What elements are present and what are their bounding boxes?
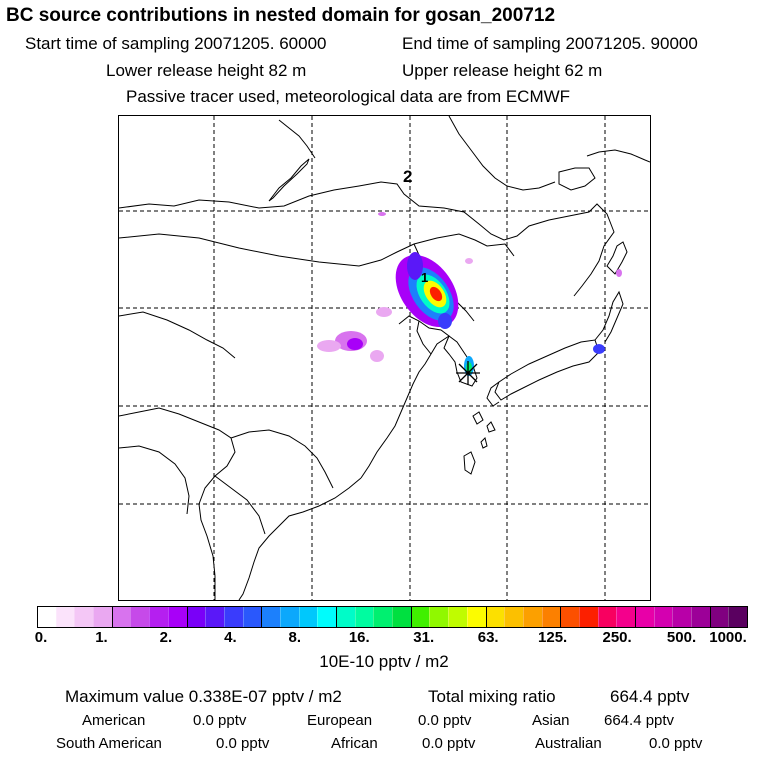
region-value: 0.0 pptv xyxy=(649,735,703,752)
colorbar-tick-label: 500. xyxy=(666,629,697,646)
total-mixing-label: Total mixing ratio xyxy=(428,687,556,706)
colorbar-cell xyxy=(728,607,748,627)
map-canvas: 2 1 xyxy=(119,116,650,600)
region-name: Australian xyxy=(535,735,602,752)
start-time: Start time of sampling 20071205. 60000 xyxy=(25,34,327,53)
colorbar-cell xyxy=(167,607,187,627)
colorbar-cell xyxy=(38,607,56,627)
colorbar-cell xyxy=(578,607,598,627)
maximum-value: Maximum value 0.338E-07 pptv / m2 xyxy=(65,687,342,706)
colorbar-units: 10E-10 pptv / m2 xyxy=(319,652,449,671)
colorbar-cell xyxy=(298,607,318,627)
colorbar-cell xyxy=(635,607,654,627)
colorbar-cell xyxy=(448,607,467,627)
colorbar-cell xyxy=(130,607,150,627)
region-name: African xyxy=(331,735,378,752)
colorbar-cell xyxy=(373,607,393,627)
region-name: Asian xyxy=(532,712,570,729)
region-value: 664.4 pptv xyxy=(604,712,675,729)
plume-contours xyxy=(317,212,622,376)
colorbar-cell xyxy=(223,607,243,627)
colorbar-cell xyxy=(242,607,262,627)
colorbar-tick-label: 4. xyxy=(224,629,237,646)
colorbar-cell xyxy=(522,607,542,627)
colorbar-tick-label: 1. xyxy=(95,629,108,646)
colorbar-tick-label: 31. xyxy=(413,629,435,646)
colorbar-cell xyxy=(55,607,75,627)
colorbar-tick-label: 0. xyxy=(34,629,48,646)
colorbar-cell xyxy=(485,607,505,627)
colorbar-cell xyxy=(709,607,729,627)
map-panel: 2 1 xyxy=(118,115,651,601)
colorbar-cell xyxy=(186,607,206,627)
colorbar-cell xyxy=(74,607,94,627)
colorbar-cell xyxy=(279,607,299,627)
colorbar-cell xyxy=(466,607,486,627)
colorbar xyxy=(37,606,748,628)
tracer-note: Passive tracer used, meteorological data… xyxy=(126,87,571,106)
colorbar-cell xyxy=(149,607,168,627)
receptor-star-icon xyxy=(456,361,480,385)
colorbar-cell xyxy=(653,607,673,627)
colorbar-cell xyxy=(336,607,355,627)
map-grid xyxy=(119,116,650,600)
region-value: 0.0 pptv xyxy=(422,735,476,752)
colorbar-cell xyxy=(560,607,579,627)
region-name: American xyxy=(82,712,146,729)
map-label-2: 2 xyxy=(403,167,412,186)
colorbar-cell xyxy=(410,607,430,627)
map-label-1: 1 xyxy=(421,270,428,285)
colorbar-cell xyxy=(616,607,635,627)
colorbar-cell xyxy=(392,607,411,627)
colorbar-cell xyxy=(93,607,112,627)
upper-release-height: Upper release height 62 m xyxy=(402,61,603,80)
colorbar-tick-label: 8. xyxy=(288,629,302,646)
coastlines xyxy=(119,116,650,600)
colorbar-cell xyxy=(541,607,561,627)
colorbar-cell xyxy=(672,607,692,627)
colorbar-tick-label: 2. xyxy=(159,629,173,646)
colorbar-tick-label: 125. xyxy=(538,629,568,646)
region-value: 0.0 pptv xyxy=(216,735,270,752)
total-mixing-value: 664.4 pptv xyxy=(610,687,690,706)
colorbar-cell xyxy=(317,607,336,627)
colorbar-cell xyxy=(504,607,523,627)
end-time: End time of sampling 20071205. 90000 xyxy=(402,34,698,53)
colorbar-cell xyxy=(691,607,710,627)
map-title: BC source contributions in nested domain… xyxy=(6,5,556,26)
colorbar-cell xyxy=(111,607,131,627)
colorbar-cell xyxy=(261,607,280,627)
colorbar-cell xyxy=(429,607,449,627)
colorbar-tick-label: 1000. xyxy=(709,629,747,646)
colorbar-cell xyxy=(597,607,617,627)
region-name: European xyxy=(307,712,373,729)
lower-release-height: Lower release height 82 m xyxy=(106,61,307,80)
colorbar-tick-label: 250. xyxy=(602,629,632,646)
region-value: 0.0 pptv xyxy=(418,712,472,729)
colorbar-tick-label: 16. xyxy=(348,629,370,646)
colorbar-tick-label: 63. xyxy=(477,629,499,646)
colorbar-cell xyxy=(205,607,224,627)
colorbar-cell xyxy=(354,607,374,627)
region-value: 0.0 pptv xyxy=(193,712,247,729)
region-name: South American xyxy=(56,735,162,752)
